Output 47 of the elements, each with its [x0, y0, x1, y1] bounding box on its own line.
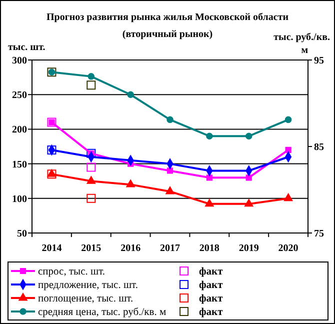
- x-tick-label: 2015: [81, 243, 102, 254]
- point: [245, 132, 252, 140]
- point: [86, 80, 96, 90]
- y-tick-label: 50: [17, 228, 27, 240]
- x-tick-label: 2016: [120, 243, 141, 254]
- point: [244, 198, 254, 207]
- legend-label: факт: [199, 307, 224, 318]
- x-tick-label: 2014: [42, 243, 62, 254]
- legend-label: средняя цена, тыс. руб./кв. м: [38, 307, 166, 318]
- legend-label: факт: [199, 266, 224, 278]
- y-tick-label: 150: [12, 159, 27, 170]
- point: [284, 193, 293, 202]
- point: [206, 132, 213, 140]
- point: [166, 116, 174, 124]
- legend-label: факт: [199, 280, 224, 291]
- point: [246, 174, 252, 181]
- point: [127, 91, 134, 98]
- point: [86, 162, 96, 172]
- legend-label: факт: [199, 294, 224, 304]
- point: [285, 146, 292, 154]
- point: [88, 73, 95, 80]
- point: [86, 176, 96, 184]
- y-tick-label: 200: [12, 124, 27, 136]
- x-tick-label: 2020: [278, 243, 298, 254]
- y2-tick-label: 95: [314, 56, 324, 66]
- point: [205, 198, 214, 207]
- y2-tick-label: 85: [314, 142, 324, 153]
- legend-label: поглощение, тыс. шт.: [38, 294, 134, 304]
- x-tick-label: 2018: [199, 243, 220, 254]
- x-tick-label: 2019: [238, 243, 259, 254]
- point: [86, 194, 96, 203]
- y-tick-label: 300: [12, 56, 27, 66]
- y-axis-title: тыс. шт.: [8, 42, 46, 53]
- point: [206, 174, 212, 181]
- point: [284, 116, 292, 124]
- chart-subtitle: (вторичный рынок): [122, 29, 213, 40]
- y2-axis-title: тыс. руб./кв. м: [274, 32, 330, 56]
- x-tick-label: 2017: [160, 243, 180, 254]
- legend-label: предложение, тыс. шт.: [38, 280, 138, 291]
- point: [166, 168, 174, 174]
- point: [166, 186, 174, 194]
- legend-label: спрос, тыс. шт.: [38, 266, 106, 278]
- chart-title: Прогноз развития рынка жилья Московской области: [46, 12, 289, 23]
- point: [126, 180, 135, 188]
- y2-tick-label: 75: [314, 228, 324, 240]
- y-tick-label: 250: [12, 90, 27, 102]
- y-tick-label: 100: [12, 194, 27, 205]
